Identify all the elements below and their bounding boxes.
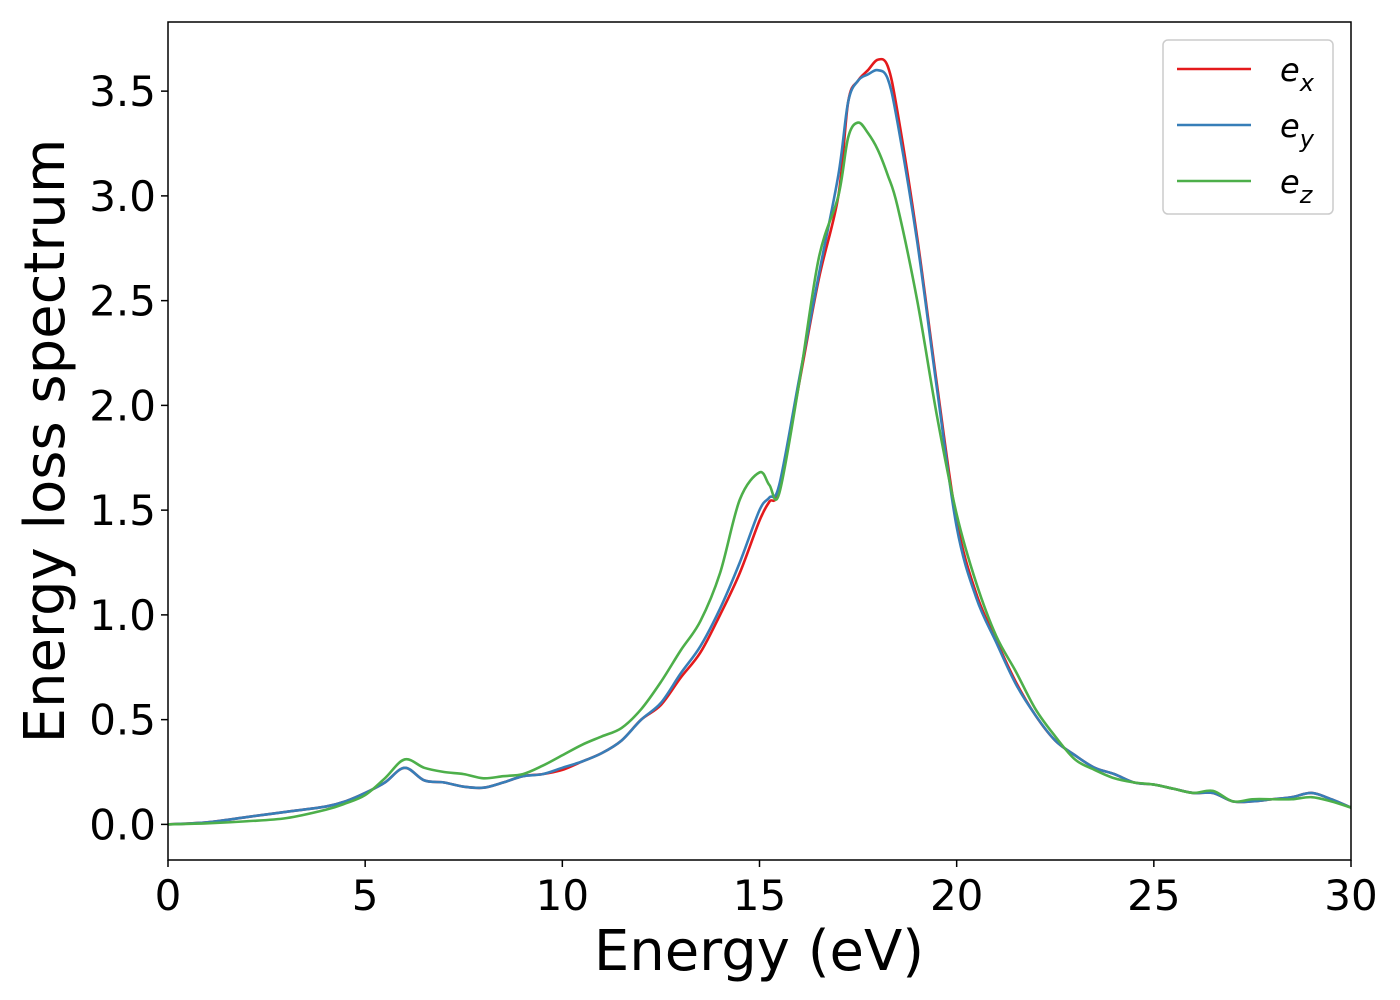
x-tick-label: 15 [733,871,786,920]
x-tick-label: 25 [1127,871,1180,920]
x-tick-label: 30 [1324,871,1377,920]
legend-box [1162,39,1334,215]
y-tick-label: 0.5 [89,696,156,745]
x-tick-label: 10 [536,871,589,920]
legend-label-e-z: ez [1280,163,1314,209]
x-tick-label: 0 [155,871,182,920]
x-axis-label: Energy (eV) [594,919,924,984]
x-tick-label: 20 [930,871,983,920]
y-tick-label: 3.0 [89,172,156,221]
legend-label-e-x: ex [1280,51,1315,97]
y-tick-label: 2.5 [89,277,156,326]
y-tick-label: 2.0 [89,381,156,430]
y-axis-label: Energy loss spectrum [13,139,78,744]
series-line-e-z [167,121,1352,826]
legend-label-base: e [1280,51,1300,89]
plot-area [168,22,1351,860]
legend-label-subscript: y [1299,125,1315,153]
x-tick-label: 5 [352,871,379,920]
legend-label-subscript: z [1299,181,1314,209]
y-tick-label: 1.0 [89,591,156,640]
series-layer [167,57,1352,826]
legend-label-base: e [1280,107,1300,145]
legend-label-subscript: x [1299,69,1315,97]
legend-label-e-y: ey [1280,107,1315,153]
y-tick-label: 0.0 [89,800,156,849]
y-tick-label: 3.5 [89,67,156,116]
legend-label-base: e [1280,163,1300,201]
y-axis-ticks: 0.0 0.5 1.0 1.5 2.0 2.5 3.0 3.5 [89,67,168,849]
x-axis-ticks: 0 5 10 15 20 25 30 [155,860,1378,920]
y-tick-label: 1.5 [89,486,156,535]
